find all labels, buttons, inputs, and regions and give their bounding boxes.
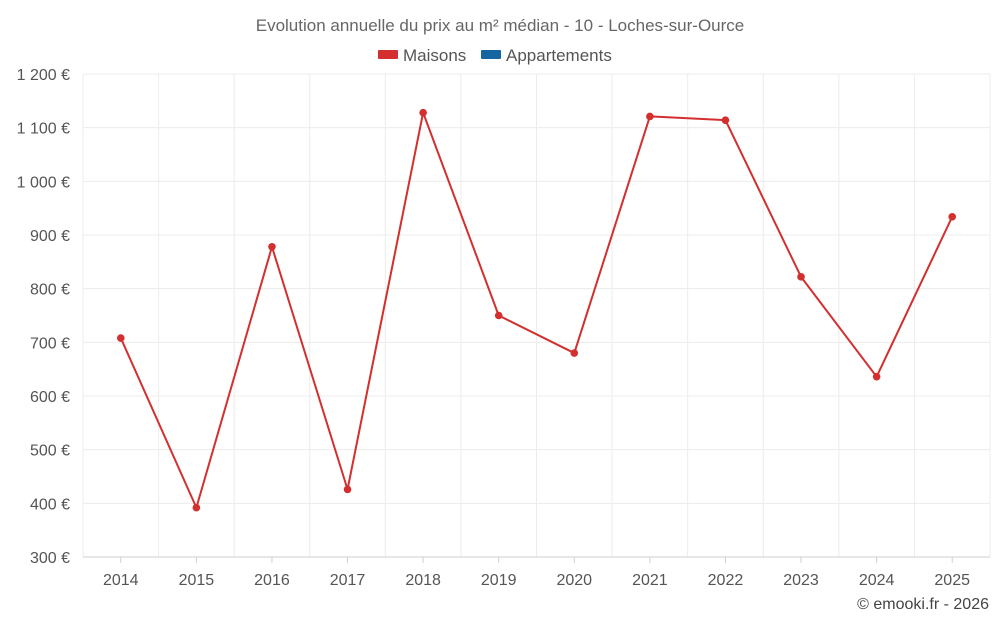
x-tick-label: 2014 (103, 572, 139, 589)
y-tick-label: 400 € (30, 496, 70, 513)
y-tick-label: 800 € (30, 282, 70, 299)
x-tick-label: 2019 (481, 572, 517, 589)
data-point[interactable] (570, 349, 579, 357)
y-tick-label: 1 100 € (17, 121, 70, 138)
y-axis: 300 € 400 € 500 € 600 € 700 € 800 € 900 € 1 000… (17, 67, 70, 567)
y-tick-label: 1 000 € (17, 174, 70, 191)
legend-label-appartements: Appartements (506, 46, 612, 65)
legend-item-appartements[interactable]: Appartements (481, 46, 612, 65)
x-tick-label: 2024 (859, 572, 895, 589)
x-tick-label: 2020 (556, 572, 592, 589)
data-point[interactable] (343, 485, 352, 494)
data-point[interactable] (721, 116, 730, 124)
x-axis: 2014 2015 2016 2017 2018 2019 2020 2021 2022 2023… (103, 557, 970, 589)
x-tick-label: 2025 (934, 572, 970, 589)
series-maisons (116, 108, 957, 512)
x-tick-label: 2021 (632, 572, 668, 589)
data-point[interactable] (797, 273, 805, 281)
legend: Maisons Appartements (378, 46, 612, 65)
y-tick-label: 1 200 € (17, 67, 70, 84)
y-tick-label: 600 € (30, 389, 70, 406)
chart-title: Evolution annuelle du prix au m² médian … (256, 16, 745, 35)
data-point[interactable] (268, 243, 276, 251)
legend-item-maisons[interactable]: Maisons (378, 46, 466, 65)
y-tick-label: 700 € (30, 335, 70, 352)
y-tick-label: 500 € (30, 443, 70, 460)
x-tick-label: 2016 (254, 572, 290, 589)
x-tick-label: 2015 (179, 572, 215, 589)
x-tick-label: 2018 (405, 572, 441, 589)
footer-credit: © emooki.fr - 2026 (857, 596, 989, 613)
legend-label-maisons: Maisons (403, 46, 466, 65)
data-point[interactable] (192, 503, 201, 512)
x-tick-label: 2023 (783, 572, 819, 589)
legend-swatch-appartements (481, 50, 501, 59)
legend-swatch-maisons (378, 50, 398, 59)
data-point[interactable] (419, 108, 427, 117)
series-line-maisons (119, 111, 954, 509)
data-point[interactable] (494, 311, 503, 320)
y-tick-label: 300 € (30, 550, 70, 567)
y-tick-label: 900 € (30, 228, 70, 245)
data-point[interactable] (646, 112, 654, 121)
x-tick-label: 2017 (330, 572, 366, 589)
data-point[interactable] (948, 212, 957, 221)
data-point[interactable] (872, 372, 881, 381)
x-tick-label: 2022 (708, 572, 744, 589)
data-point[interactable] (116, 334, 125, 342)
grid (82, 73, 991, 558)
